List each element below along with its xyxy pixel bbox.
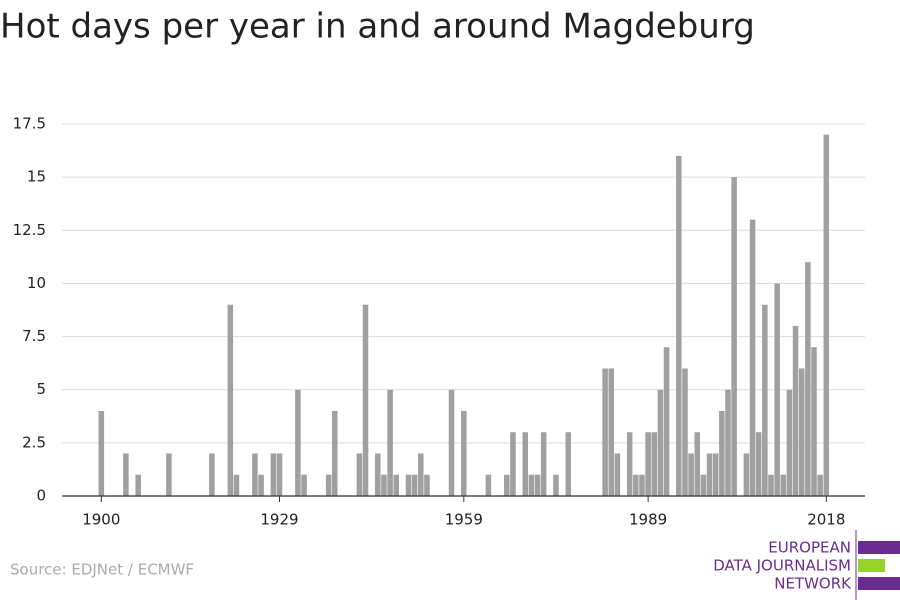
- bar: [448, 389, 455, 496]
- bar: [301, 474, 307, 496]
- bar: [755, 432, 762, 496]
- bar: [258, 474, 264, 496]
- bar: [614, 453, 621, 496]
- bar: [768, 474, 774, 496]
- bar: [780, 474, 787, 496]
- bar: [522, 432, 529, 496]
- bar: [792, 325, 799, 496]
- logo-text: DATA JOURNALISM: [713, 557, 851, 575]
- bar: [295, 389, 301, 496]
- logo-text: NETWORK: [774, 575, 852, 593]
- bar: [602, 368, 608, 496]
- bar: [387, 389, 393, 496]
- logo-bar: [858, 577, 900, 590]
- bar: [565, 432, 572, 496]
- bar: [608, 368, 615, 496]
- bar: [270, 453, 277, 496]
- bar: [375, 453, 381, 496]
- bar: [510, 432, 516, 496]
- bar: [731, 177, 737, 496]
- bar: [123, 453, 129, 496]
- bar: [381, 474, 387, 496]
- bar: [540, 432, 547, 496]
- x-tick-label: 1929: [260, 511, 298, 529]
- bar: [504, 474, 510, 496]
- y-tick-label: 12.5: [13, 221, 46, 239]
- bar: [786, 389, 793, 496]
- bar: [325, 474, 332, 496]
- bar: [712, 453, 719, 496]
- bar: [227, 304, 234, 496]
- bar: [682, 368, 688, 496]
- x-tick-label: 1959: [445, 511, 483, 529]
- y-tick-label: 7.5: [22, 327, 46, 345]
- bar: [688, 453, 694, 496]
- x-tick-label: 1989: [629, 511, 667, 529]
- bar: [461, 410, 467, 496]
- bar: [166, 453, 172, 496]
- y-tick-label: 5: [36, 380, 46, 398]
- logo: EUROPEAN DATA JOURNALISM NETWORK: [713, 530, 900, 600]
- logo-bar: [858, 559, 885, 572]
- bar: [719, 410, 725, 496]
- logo-bar: [858, 541, 900, 554]
- bar: [762, 304, 768, 496]
- bar: [706, 453, 713, 496]
- bar: [645, 432, 651, 496]
- bar: [411, 474, 418, 496]
- bar: [485, 474, 492, 496]
- bar: [823, 134, 830, 496]
- bar: [418, 453, 424, 496]
- bar: [135, 474, 141, 496]
- bar: [553, 474, 559, 496]
- bar: [694, 432, 701, 496]
- bar: [332, 410, 338, 496]
- bar: [743, 453, 750, 496]
- bar: [209, 453, 215, 496]
- bar: [424, 474, 430, 496]
- bar: [663, 347, 670, 496]
- bar: [362, 304, 369, 496]
- bar: [98, 410, 105, 496]
- bar: [725, 389, 731, 496]
- bar: [534, 474, 541, 496]
- bar: [633, 474, 639, 496]
- chart-title: Hot days per year in and around Magdebur…: [0, 7, 755, 47]
- bar: [651, 432, 658, 496]
- bar: [700, 474, 707, 496]
- bar: [811, 347, 817, 496]
- bar: [676, 155, 682, 496]
- bar: [276, 453, 283, 496]
- bar: [356, 453, 363, 496]
- bar: [233, 474, 240, 496]
- y-tick-label: 0: [36, 487, 46, 505]
- bar: [252, 453, 258, 496]
- y-tick-label: 2.5: [22, 433, 46, 451]
- logo-text: EUROPEAN: [768, 539, 851, 557]
- bar: [405, 474, 412, 496]
- bar: [393, 474, 399, 496]
- bar: [749, 219, 756, 496]
- source: Source: EDJNet / ECMWF: [10, 561, 194, 579]
- bar: [657, 389, 664, 496]
- x-tick-label: 2018: [807, 511, 845, 529]
- x-tick-label: 1900: [82, 511, 120, 529]
- y-tick-label: 10: [27, 274, 46, 292]
- y-tick-label: 15: [27, 168, 46, 186]
- bar: [798, 368, 805, 496]
- y-tick-label: 17.5: [13, 115, 46, 133]
- bar: [817, 474, 823, 496]
- bar: [805, 262, 811, 496]
- bar: [639, 474, 645, 496]
- bar: [626, 432, 633, 496]
- bar: [528, 474, 535, 496]
- bar: [774, 283, 780, 496]
